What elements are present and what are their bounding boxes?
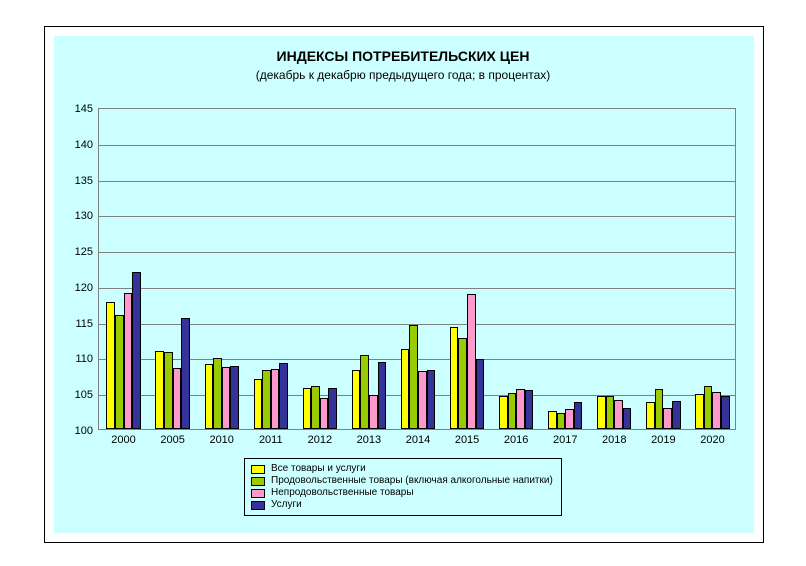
bar [418, 371, 427, 429]
bar [213, 358, 222, 429]
legend-label: Услуги [271, 499, 302, 511]
bar [360, 355, 369, 429]
bar [467, 294, 476, 429]
bar [401, 349, 410, 429]
bar [155, 351, 164, 429]
bar [548, 411, 557, 429]
gridline [99, 216, 735, 217]
x-tick-label: 2010 [209, 434, 233, 446]
bar [458, 338, 467, 429]
bar [369, 395, 378, 429]
bar [409, 325, 418, 429]
legend-label: Непродовольственные товары [271, 487, 414, 499]
bar [378, 362, 387, 429]
bar [115, 315, 124, 429]
gridline [99, 145, 735, 146]
legend-item: Продовольственные товары (включая алкого… [251, 475, 553, 487]
bar [181, 318, 190, 429]
x-tick-label: 2013 [357, 434, 381, 446]
legend: Все товары и услугиПродовольственные тов… [244, 458, 562, 516]
bar [574, 402, 583, 429]
bar [565, 409, 574, 429]
legend-label: Продовольственные товары (включая алкого… [271, 475, 553, 487]
bar [279, 363, 288, 429]
y-tick-label: 100 [75, 425, 93, 437]
legend-item: Услуги [251, 499, 553, 511]
bar [271, 369, 280, 429]
x-tick-label: 2012 [308, 434, 332, 446]
chart-title: ИНДЕКСЫ ПОТРЕБИТЕЛЬСКИХ ЦЕН [0, 48, 806, 64]
bar [352, 370, 361, 429]
bar [508, 393, 517, 429]
bar [597, 396, 606, 429]
bar [320, 398, 329, 429]
gridline [99, 252, 735, 253]
bar [164, 352, 173, 429]
bar [106, 302, 115, 429]
bar [623, 408, 632, 429]
y-tick-label: 130 [75, 210, 93, 222]
y-tick-label: 145 [75, 103, 93, 115]
bar [427, 370, 436, 429]
bar [124, 293, 133, 429]
bar [499, 396, 508, 429]
bar [254, 379, 263, 429]
x-tick-label: 2014 [406, 434, 430, 446]
x-tick-label: 2017 [553, 434, 577, 446]
x-tick-label: 2015 [455, 434, 479, 446]
y-tick-label: 110 [75, 353, 93, 365]
legend-item: Непродовольственные товары [251, 487, 553, 499]
x-tick-label: 2016 [504, 434, 528, 446]
x-tick-label: 2020 [700, 434, 724, 446]
gridline [99, 288, 735, 289]
legend-label: Все товары и услуги [271, 463, 366, 475]
bar [328, 388, 337, 430]
bar [516, 389, 525, 429]
legend-swatch [251, 501, 265, 510]
bar [173, 368, 182, 429]
bar [646, 402, 655, 429]
bar [655, 389, 664, 429]
bar [132, 272, 141, 429]
legend-swatch [251, 489, 265, 498]
bar [230, 366, 239, 429]
bar [614, 400, 623, 429]
bar [525, 390, 534, 429]
y-tick-label: 140 [75, 139, 93, 151]
bar [262, 370, 271, 429]
legend-swatch [251, 465, 265, 474]
bar [557, 413, 566, 429]
y-tick-label: 115 [75, 318, 93, 330]
x-tick-label: 2011 [259, 434, 283, 446]
bar [476, 359, 485, 429]
bar [672, 401, 681, 429]
y-tick-label: 135 [75, 175, 93, 187]
x-tick-label: 2018 [602, 434, 626, 446]
gridline [99, 181, 735, 182]
y-tick-label: 105 [75, 389, 93, 401]
legend-swatch [251, 477, 265, 486]
x-tick-label: 2000 [111, 434, 135, 446]
y-tick-label: 125 [75, 246, 93, 258]
legend-item: Все товары и услуги [251, 463, 553, 475]
y-tick-label: 120 [75, 282, 93, 294]
bar [205, 364, 214, 429]
bar [450, 327, 459, 429]
x-tick-label: 2005 [160, 434, 184, 446]
chart-subtitle: (декабрь к декабрю предыдущего года; в п… [0, 68, 806, 82]
bar [311, 386, 320, 429]
bar [222, 367, 231, 429]
x-tick-label: 2019 [651, 434, 675, 446]
bar [303, 388, 312, 429]
bar [712, 392, 721, 429]
bar [695, 394, 704, 429]
bar [663, 408, 672, 429]
plot-area: 1001051101151201251301351401452000200520… [98, 108, 736, 430]
bar [606, 396, 615, 429]
bar [704, 386, 713, 429]
bar [721, 396, 730, 429]
